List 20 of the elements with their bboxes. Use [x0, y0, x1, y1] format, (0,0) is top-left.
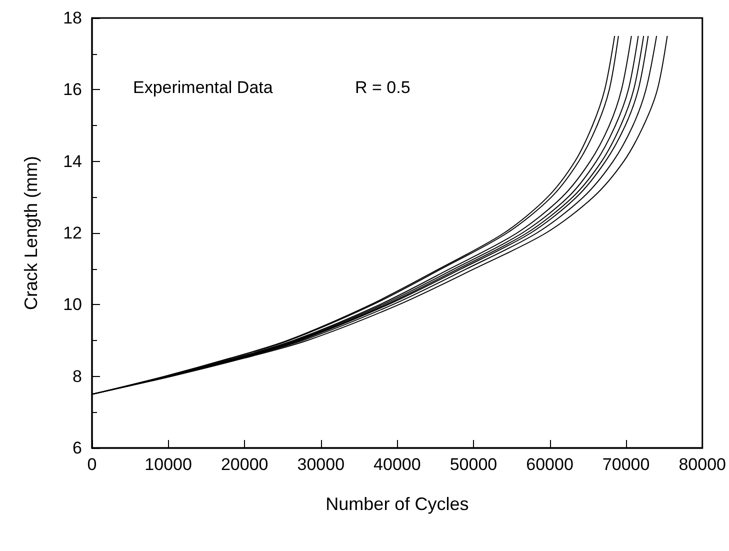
annotation: R = 0.5 [355, 78, 410, 97]
y-tick-label: 18 [63, 8, 82, 28]
x-tick-label: 60000 [526, 455, 574, 474]
x-tick-label: 40000 [374, 455, 421, 474]
y-tick-label: 6 [72, 438, 82, 458]
x-tick-label: 10000 [144, 455, 192, 474]
x-tick-label: 20000 [220, 455, 268, 474]
x-tick-label: 0 [87, 455, 97, 474]
y-axis-title: Crack Length (mm) [21, 156, 41, 310]
y-tick-label: 10 [63, 295, 82, 314]
y-tick-label: 8 [72, 366, 82, 386]
x-tick-label: 80000 [678, 455, 726, 474]
x-tick-label: 30000 [297, 455, 345, 474]
y-tick-label: 16 [63, 80, 82, 100]
x-tick-label: 70000 [602, 455, 650, 474]
y-tick-label: 12 [63, 224, 82, 242]
annotation: Experimental Data [133, 78, 274, 97]
x-tick-label: 50000 [450, 455, 498, 474]
y-tick-label: 14 [63, 152, 82, 171]
x-axis-title: Number of Cycles [326, 494, 469, 514]
